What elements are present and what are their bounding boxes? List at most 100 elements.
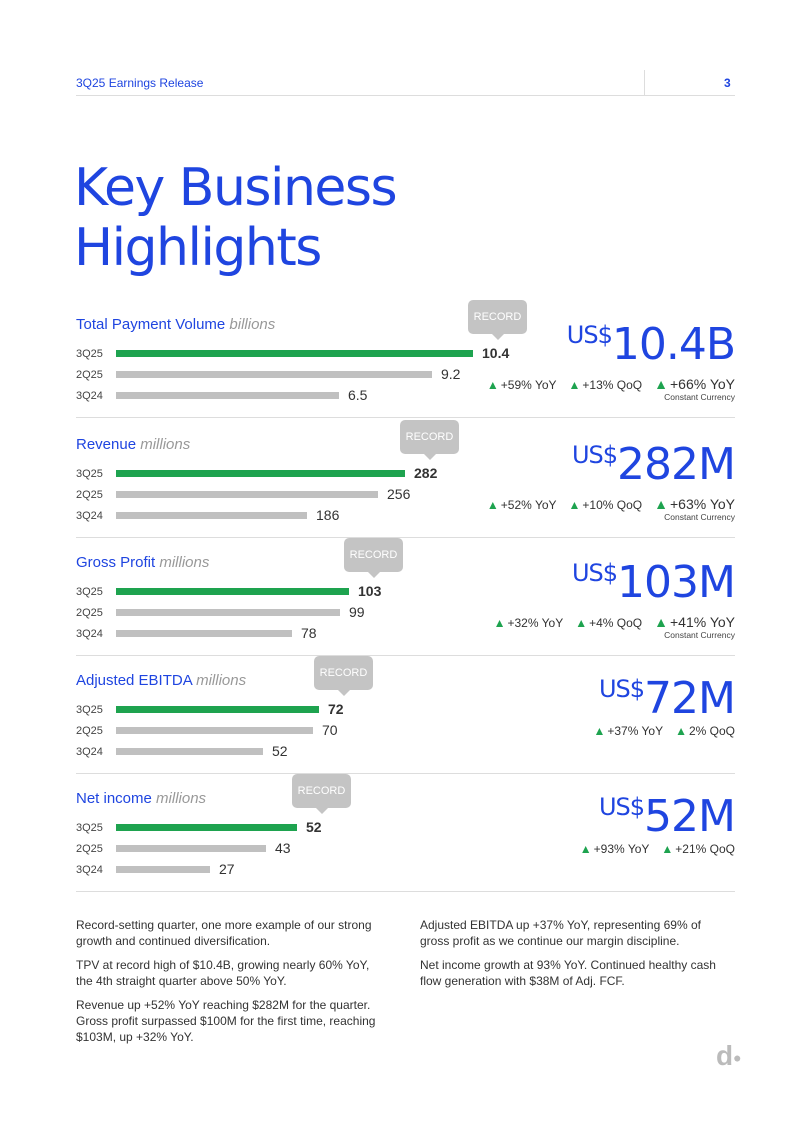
commentary-paragraph: Adjusted EBITDA up +37% YoY, representin… bbox=[420, 918, 701, 948]
currency-prefix: US$ bbox=[571, 441, 618, 469]
growth-value: +93% YoY bbox=[593, 842, 650, 856]
section-title-text: Total Payment Volume bbox=[76, 316, 226, 333]
bar-value: 27 bbox=[219, 861, 235, 877]
section-title: Revenue millions bbox=[76, 436, 190, 453]
currency-prefix: US$ bbox=[598, 793, 645, 821]
bar bbox=[116, 588, 349, 595]
growth-metric: ▲ +93% YoY bbox=[580, 842, 650, 856]
growth-value: 2% QoQ bbox=[688, 724, 735, 738]
section-title: Net income millions bbox=[76, 790, 206, 807]
bar bbox=[116, 371, 432, 378]
bar-value: 99 bbox=[349, 604, 365, 620]
section-divider bbox=[76, 537, 735, 538]
bar-value: 52 bbox=[306, 819, 322, 835]
up-triangle-icon: ▲ bbox=[654, 614, 668, 630]
row-label: 3Q24 bbox=[76, 390, 103, 402]
page-title: Key Business Highlights bbox=[74, 158, 398, 278]
growth-metrics: ▲ +52% YoY ▲ +10% QoQ ▲ +63% YoY bbox=[475, 496, 735, 512]
bar bbox=[116, 706, 319, 713]
row-label: 3Q25 bbox=[76, 704, 103, 716]
bar-value: 6.5 bbox=[348, 387, 368, 403]
commentary-paragraph: Revenue up +52% YoY reaching $282M for t… bbox=[76, 998, 376, 1044]
bar-value: 72 bbox=[328, 701, 344, 717]
row-label: 3Q24 bbox=[76, 628, 103, 640]
commentary-paragraph: TPV at record high of $10.4B, growing ne… bbox=[76, 958, 370, 988]
growth-metric: ▲ +37% YoY bbox=[593, 724, 663, 738]
record-badge: RECORD bbox=[400, 420, 459, 460]
headline-amount: 282M bbox=[617, 439, 736, 490]
bar bbox=[116, 748, 263, 755]
headline-value: US$52M bbox=[598, 791, 736, 842]
row-label: 2Q25 bbox=[76, 843, 103, 855]
section-unit: billions bbox=[229, 316, 276, 333]
section-title-text: Adjusted EBITDA bbox=[76, 672, 192, 689]
growth-value: +32% YoY bbox=[507, 616, 564, 630]
bar-value: 282 bbox=[414, 465, 438, 481]
currency-prefix: US$ bbox=[566, 321, 613, 349]
row-label: 2Q25 bbox=[76, 607, 103, 619]
bar bbox=[116, 512, 307, 519]
page-title-line1: Key Business bbox=[74, 158, 398, 218]
commentary-left: Record-setting quarter, one more example… bbox=[76, 917, 386, 1053]
growth-metric: ▲ +4% QoQ bbox=[575, 616, 642, 630]
section-unit: millions bbox=[140, 436, 191, 453]
growth-value: +59% YoY bbox=[500, 378, 557, 392]
section-unit: millions bbox=[196, 672, 247, 689]
bar bbox=[116, 491, 378, 498]
bar bbox=[116, 350, 473, 357]
growth-metrics: ▲ +37% YoY ▲ 2% QoQ bbox=[581, 724, 735, 738]
growth-value: +41% YoY bbox=[669, 614, 735, 630]
section-divider bbox=[76, 655, 735, 656]
growth-value: +10% QoQ bbox=[582, 498, 643, 512]
section-title-text: Net income bbox=[76, 790, 152, 807]
record-badge: RECORD bbox=[292, 774, 351, 814]
growth-value: +52% YoY bbox=[500, 498, 557, 512]
growth-metric: ▲ +59% YoY bbox=[487, 378, 557, 392]
row-label: 3Q25 bbox=[76, 586, 103, 598]
row-label: 3Q25 bbox=[76, 468, 103, 480]
headline-amount: 52M bbox=[644, 791, 736, 842]
growth-metrics: ▲ +32% YoY ▲ +4% QoQ ▲ +41% YoY bbox=[482, 614, 735, 630]
kpi-section: Net income millions 3Q25 52 2Q25 43 3Q24 27 REC… bbox=[0, 774, 809, 892]
row-label: 2Q25 bbox=[76, 725, 103, 737]
up-triangle-icon: ▲ bbox=[493, 616, 506, 630]
header-divider bbox=[76, 95, 735, 96]
bar-value: 103 bbox=[358, 583, 382, 599]
section-divider bbox=[76, 891, 735, 892]
growth-metric: ▲ +10% QoQ bbox=[569, 498, 643, 512]
bar bbox=[116, 470, 405, 477]
bar-value: 78 bbox=[301, 625, 317, 641]
bar bbox=[116, 630, 292, 637]
up-triangle-icon: ▲ bbox=[654, 496, 668, 512]
constant-currency-label: Constant Currency bbox=[664, 630, 735, 640]
page-number: 3 bbox=[724, 76, 731, 90]
row-label: 2Q25 bbox=[76, 489, 103, 501]
section-title-text: Gross Profit bbox=[76, 554, 156, 571]
up-triangle-icon: ▲ bbox=[486, 498, 499, 512]
commentary-right: Adjusted EBITDA up +37% YoY, representin… bbox=[420, 917, 730, 997]
bar-value: 43 bbox=[275, 840, 291, 856]
section-divider bbox=[76, 773, 735, 774]
section-title: Adjusted EBITDA millions bbox=[76, 672, 246, 689]
section-unit: millions bbox=[156, 790, 207, 807]
bar bbox=[116, 845, 266, 852]
bar-value: 70 bbox=[322, 722, 338, 738]
headline-value: US$72M bbox=[599, 674, 736, 724]
section-title-text: Revenue bbox=[76, 436, 137, 453]
page-title-line2: Highlights bbox=[74, 218, 322, 278]
record-badge: RECORD bbox=[314, 656, 373, 696]
growth-metrics: ▲ +93% YoY ▲ +21% QoQ bbox=[568, 842, 735, 856]
growth-metric: ▲ 2% QoQ bbox=[675, 724, 735, 738]
growth-metric: ▲ +21% QoQ bbox=[661, 842, 735, 856]
section-title: Total Payment Volume billions bbox=[76, 316, 275, 333]
currency-prefix: US$ bbox=[571, 559, 618, 587]
up-triangle-icon: ▲ bbox=[661, 842, 674, 856]
growth-value: +21% QoQ bbox=[675, 842, 735, 856]
growth-metric-cc: ▲ +63% YoY bbox=[654, 496, 735, 512]
growth-value: +13% QoQ bbox=[582, 378, 643, 392]
bar-value: 186 bbox=[316, 507, 340, 523]
up-triangle-icon: ▲ bbox=[575, 616, 588, 630]
row-label: 3Q24 bbox=[76, 864, 103, 876]
kpi-section: Adjusted EBITDA millions 3Q25 72 2Q25 70 3Q24… bbox=[0, 656, 809, 774]
growth-metrics: ▲ +59% YoY ▲ +13% QoQ ▲ +66% YoY bbox=[475, 376, 735, 392]
